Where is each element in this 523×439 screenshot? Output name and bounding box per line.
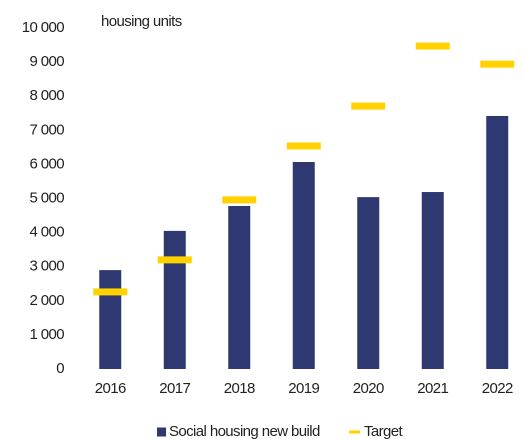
bar [99,270,122,369]
y-tick-label: 7 000 [29,121,64,138]
bar [486,115,509,369]
y-tick-label: 0 [56,360,64,377]
bar [357,197,380,369]
target-marker [351,102,386,110]
y-tick-label: 6 000 [29,155,64,172]
y-tick-label: 4 000 [29,224,64,241]
y-tick-label: 2 000 [29,292,64,309]
y-tick-label: 10 000 [22,19,65,36]
bar [292,162,315,369]
x-tick-label: 2022 [482,380,513,397]
y-tick-label: 9 000 [29,53,64,70]
y-tick-label: 5 000 [29,189,64,206]
y-axis-label: housing units [101,13,182,30]
legend-label: Social housing new build [169,423,320,439]
target-marker [93,288,128,296]
x-tick-label: 2018 [224,380,255,397]
bar [163,230,186,369]
legend-swatch [157,427,166,437]
y-tick-label: 8 000 [29,87,64,104]
target-marker [222,196,257,204]
x-tick-label: 2017 [159,380,190,397]
target-marker [480,60,515,68]
x-tick-label: 2020 [353,380,384,397]
x-tick-label: 2019 [288,380,319,397]
target-marker [286,142,321,150]
legend-label: Target [364,423,404,439]
bar [421,192,444,369]
bar [228,206,251,369]
y-tick-label: 1 000 [29,326,64,343]
x-tick-label: 2016 [95,380,126,397]
target-marker [157,256,192,264]
legend-swatch [349,430,360,434]
x-tick-label: 2021 [417,380,448,397]
target-marker [415,42,450,50]
y-tick-label: 3 000 [29,258,64,275]
